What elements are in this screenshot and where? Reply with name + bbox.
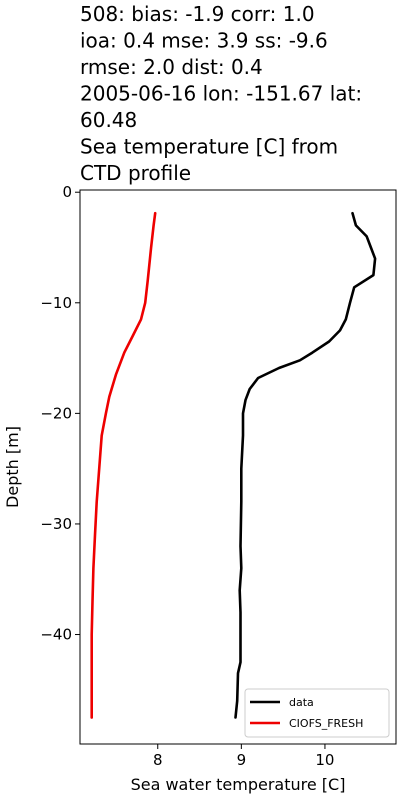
- y-tick-label: 0: [62, 183, 72, 201]
- title-line: CTD profile: [80, 161, 191, 185]
- x-tick-label: 8: [153, 751, 163, 769]
- y-tick-label: −40: [40, 626, 72, 644]
- chart-title: 508: bias: -1.9 corr: 1.0 ioa: 0.4 mse: 3…: [80, 2, 362, 185]
- title-line: 2005-06-16 lon: -151.67 lat:: [80, 82, 362, 106]
- title-line: rmse: 2.0 dist: 0.4: [80, 55, 263, 79]
- series-line-data: [234, 211, 377, 719]
- x-tick-label: 9: [237, 751, 247, 769]
- y-tick-label: −10: [40, 294, 72, 312]
- x-tick-label: 10: [315, 751, 334, 769]
- title-line: 60.48: [80, 108, 137, 132]
- y-axis-label: Depth [m]: [3, 426, 22, 508]
- title-line: ioa: 0.4 mse: 3.9 ss: -9.6: [80, 29, 328, 53]
- legend-box: [244, 688, 390, 738]
- legend-entry: data: [289, 696, 314, 709]
- series-line-ciofs-fresh: [90, 211, 157, 719]
- title-line: 508: bias: -1.9 corr: 1.0: [80, 2, 315, 26]
- plot-frame: [79, 189, 397, 745]
- x-axis-label: Sea water temperature [C]: [131, 775, 346, 794]
- title-line: Sea temperature [C] from: [80, 135, 338, 159]
- axis-ticks: 0 −10 −20 −30 −40 8 9 10: [40, 183, 334, 769]
- legend-entry: CIOFS_FRESH: [289, 717, 363, 730]
- y-tick-label: −30: [40, 515, 72, 533]
- legend: data CIOFS_FRESH: [244, 688, 390, 738]
- y-tick-label: −20: [40, 404, 72, 422]
- plot-series: [90, 211, 377, 719]
